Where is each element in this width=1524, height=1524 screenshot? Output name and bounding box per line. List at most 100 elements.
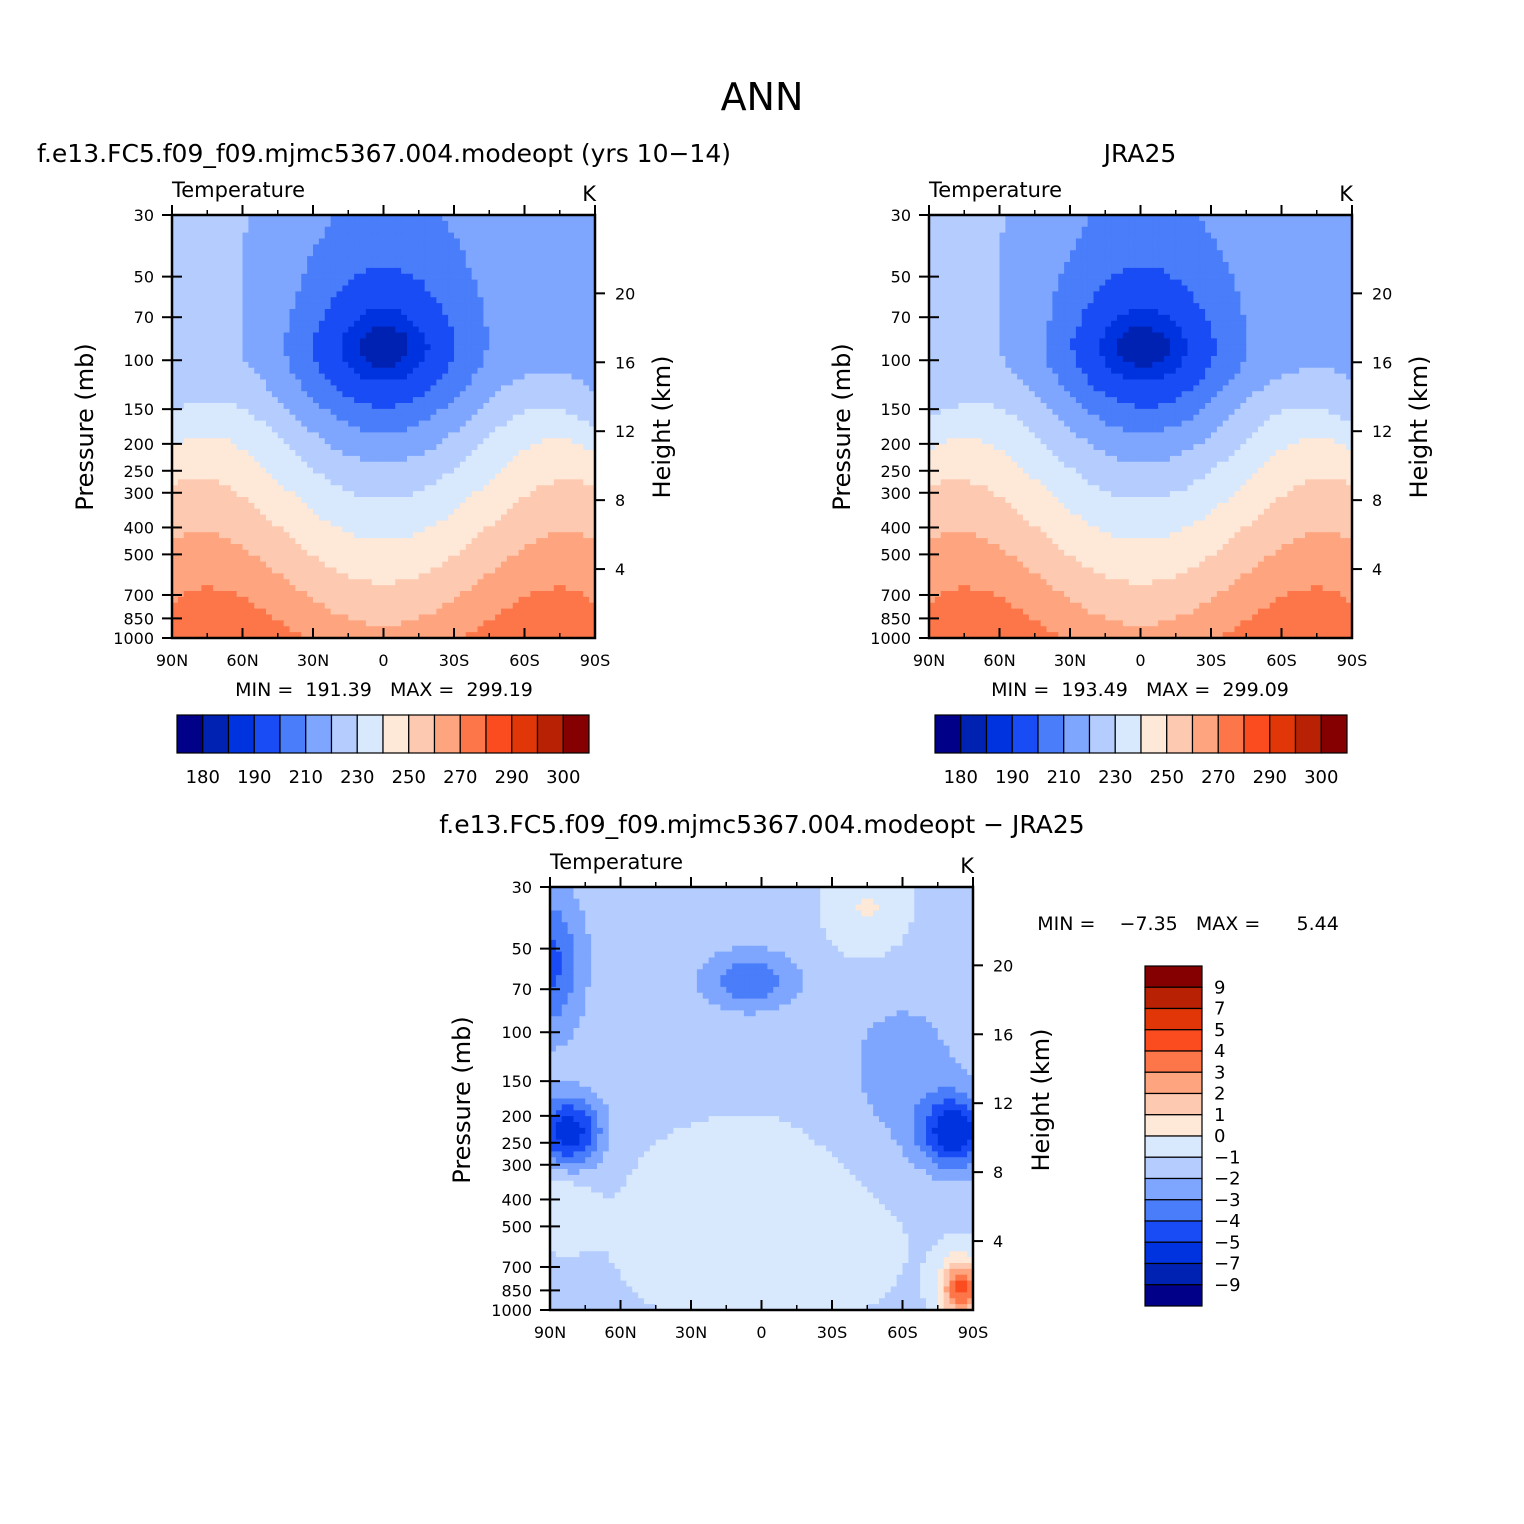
contour-cell [424, 514, 432, 522]
contour-cell [577, 438, 584, 445]
contour-cell [383, 467, 390, 475]
contour-cell [553, 444, 561, 451]
contour-cell [377, 220, 385, 228]
contour-cell [559, 367, 567, 375]
contour-cell [307, 620, 314, 627]
contour-cell [407, 320, 414, 328]
contour-cell [177, 244, 185, 251]
contour-cell [377, 426, 385, 433]
contour-cell [219, 608, 226, 616]
contour-cell [454, 391, 461, 398]
contour-cell [395, 420, 402, 428]
contour-cell [365, 367, 373, 375]
contour-cell [324, 485, 332, 492]
contour-cell [189, 538, 197, 545]
contour-cell [418, 373, 426, 381]
contour-cell [559, 285, 567, 292]
contour-cell [383, 520, 390, 527]
contour-cell [295, 608, 302, 616]
contour-cell [418, 549, 426, 557]
contour-cell [489, 220, 496, 228]
contour-cell [371, 361, 379, 369]
contour-cell [465, 514, 473, 522]
contour-cell [348, 314, 355, 322]
contour-cell [271, 391, 279, 398]
contour-cell [530, 573, 537, 580]
contour-cell [524, 332, 531, 339]
contour-cell [412, 303, 420, 310]
contour-cell [213, 555, 220, 563]
contour-cell [465, 461, 473, 469]
contour-cell [471, 303, 479, 310]
contour-cell [271, 220, 279, 228]
contour-cell [313, 403, 320, 410]
contour-cell [530, 502, 537, 510]
contour-cell [271, 555, 279, 563]
contour-cell [436, 350, 443, 357]
contour-cell [571, 591, 578, 598]
contour-cell [483, 608, 490, 616]
contour-cell [442, 567, 449, 574]
contour-cell [295, 532, 302, 539]
contour-cell [471, 361, 479, 369]
contour-cell [301, 596, 308, 604]
contour-cell [360, 561, 367, 569]
contour-cell [313, 314, 320, 322]
contour-cell [489, 602, 496, 610]
contour-cell [477, 297, 484, 304]
contour-cell [201, 291, 208, 298]
contour-cell [559, 491, 567, 498]
contour-cell [583, 596, 590, 604]
contour-cell [324, 408, 332, 416]
contour-cell [342, 262, 349, 269]
contour-cell [477, 285, 484, 292]
contour-cell [307, 232, 314, 240]
contour-cell [536, 602, 543, 610]
contour-cell [342, 420, 349, 428]
contour-cell [195, 373, 202, 381]
contour-cell [348, 267, 355, 275]
contour-cell [471, 291, 479, 298]
contour-cell [313, 361, 320, 369]
contour-cell [224, 561, 232, 569]
contour-cell [542, 479, 549, 486]
contour-cell [430, 408, 437, 416]
contour-cell [448, 320, 455, 328]
contour-cell [301, 273, 308, 281]
contour-cell [401, 608, 408, 616]
contour-cell [548, 491, 555, 498]
contour-cell [530, 455, 537, 463]
contour-cell [248, 408, 255, 416]
contour-cell [430, 585, 437, 592]
contour-cell [277, 567, 285, 574]
contour-cell [195, 485, 202, 492]
contour-cell [260, 279, 267, 287]
contour-cell [483, 397, 490, 404]
contour-cell [236, 573, 244, 580]
contour-cell [219, 438, 226, 445]
contour-cell [506, 232, 514, 240]
contour-cell [418, 426, 426, 433]
contour-cell [489, 596, 496, 604]
contour-cell [336, 532, 343, 539]
contour-cell [201, 332, 208, 339]
contour-cell [313, 297, 320, 304]
contour-cell [424, 250, 432, 257]
contour-cell [442, 467, 449, 475]
contour-cell [454, 373, 461, 381]
contour-cell [548, 297, 555, 304]
contour-cell [324, 585, 332, 592]
contour-cell [501, 373, 508, 381]
contour-cell [495, 561, 502, 569]
contour-cell [430, 473, 437, 480]
contour-cell [271, 291, 279, 298]
contour-cell [360, 250, 367, 257]
contour-cell [207, 502, 214, 510]
contour-cell [365, 385, 373, 392]
contour-cell [219, 491, 226, 498]
contour-cell [324, 291, 332, 298]
contour-cell [183, 432, 191, 439]
contour-cell [224, 508, 232, 516]
contour-cell [424, 538, 432, 545]
contour-cell [266, 596, 273, 604]
